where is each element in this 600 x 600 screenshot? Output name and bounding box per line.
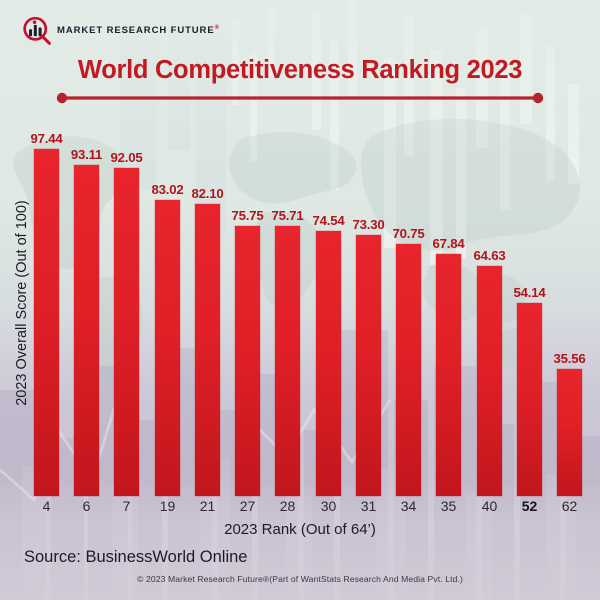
brand-logo: MARKET RESEARCH FUTURE®: [22, 16, 220, 46]
brand-logo-label: MARKET RESEARCH FUTURE: [57, 25, 215, 37]
bar-column: 75.71: [272, 118, 304, 496]
bar-column: 64.63: [474, 118, 506, 496]
background-haze-top: [0, 0, 600, 170]
bar-column: 74.54: [313, 118, 345, 496]
x-tick-label: 7: [122, 498, 131, 514]
x-axis-title: 2023 Rank (Out of 64’): [224, 521, 376, 538]
bar: [557, 369, 582, 496]
page-title: World Competitiveness Ranking 2023: [77, 56, 523, 84]
x-tick-label: 62: [561, 498, 578, 514]
bar-value-label: 75.75: [231, 208, 264, 223]
bar-value-label: 83.02: [151, 182, 184, 197]
bar-column: 35.56: [554, 118, 586, 496]
bar-column: 70.75: [393, 118, 425, 496]
bar: [155, 200, 180, 496]
bar-column: 97.44: [31, 118, 63, 496]
bar-value-label: 75.71: [271, 208, 304, 223]
x-tick-label: 52: [521, 498, 538, 514]
x-tick-label: 21: [199, 498, 216, 514]
bar-column: 83.02: [152, 118, 184, 496]
bar-value-label: 82.10: [191, 186, 224, 201]
bar-value-label: 67.84: [432, 236, 465, 251]
bar-value-label: 54.14: [513, 285, 546, 300]
bar-column: 82.10: [192, 118, 224, 496]
bar: [114, 168, 139, 496]
brand-logo-text: MARKET RESEARCH FUTURE®: [57, 25, 220, 36]
bar: [34, 149, 59, 496]
brand-registered-mark: ®: [214, 25, 220, 32]
x-tick-label: 31: [360, 498, 377, 514]
bar-column: 75.75: [232, 118, 264, 496]
x-tick-label: 4: [42, 498, 51, 514]
x-tick-label: 28: [279, 498, 296, 514]
bar: [275, 226, 300, 496]
bar-value-label: 70.75: [392, 226, 425, 241]
x-tick-label: 19: [159, 498, 176, 514]
bar: [235, 226, 260, 496]
source-note: Source: BusinessWorld Online: [24, 548, 248, 566]
bar-value-label: 73.30: [352, 217, 385, 232]
x-tick-label: 27: [239, 498, 256, 514]
bar: [316, 231, 341, 496]
bar-column: 93.11: [70, 118, 103, 496]
bar-value-label: 74.54: [312, 213, 345, 228]
bar-column: 67.84: [433, 118, 465, 496]
copyright-note: © 2023 Market Research Future®(Part of W…: [137, 574, 463, 584]
bar-value-label: 93.11: [70, 147, 103, 162]
bar-value-label: 97.44: [30, 131, 63, 146]
bar-value-label: 64.63: [473, 248, 506, 263]
x-axis-tick-labels: 4 6 7 19 21 27 28 30 31 34 35 40 52 62: [34, 498, 582, 520]
bar-column: 92.05: [111, 118, 143, 496]
x-tick-label: 35: [440, 498, 457, 514]
title-underline-rule: [56, 92, 544, 104]
background-haze-bottom: [0, 480, 600, 600]
bar-column: 73.30: [353, 118, 385, 496]
magnifier-bar-chart-icon: [23, 16, 51, 45]
y-axis-title: 2023 Overall Score (Out of 100): [14, 200, 30, 406]
x-tick-label: 6: [82, 498, 91, 514]
bar-chart-plot-area: 97.44 93.11 92.05 83.02 82.10 75.75 75.71 74.54…: [31, 118, 586, 496]
bar-value-label: 35.56: [553, 351, 586, 366]
bar: [74, 165, 99, 496]
bar: [436, 254, 461, 496]
bar: [356, 235, 381, 496]
bar: [195, 204, 220, 496]
bar: [396, 244, 421, 496]
bar-column: 54.14: [514, 118, 546, 496]
bar-value-label: 92.05: [110, 150, 143, 165]
bar: [477, 266, 502, 496]
x-tick-label: 34: [400, 498, 417, 514]
x-tick-label: 40: [481, 498, 498, 514]
bar: [517, 303, 542, 496]
x-tick-label: 30: [320, 498, 337, 514]
